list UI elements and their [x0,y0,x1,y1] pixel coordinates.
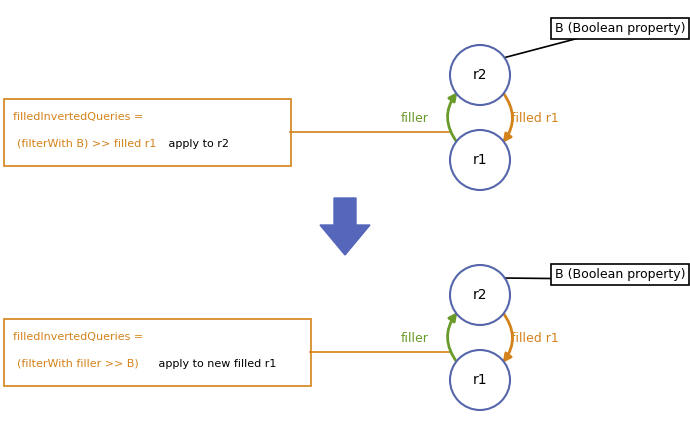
Circle shape [450,45,510,105]
Text: (filterWith B) >> filled r1: (filterWith B) >> filled r1 [17,139,157,149]
FancyArrowPatch shape [503,312,513,360]
Text: r2: r2 [473,288,487,302]
Text: apply to r2: apply to r2 [165,139,229,149]
Text: (filterWith filler >> B): (filterWith filler >> B) [17,359,139,369]
FancyArrowPatch shape [503,92,513,140]
FancyArrowPatch shape [448,95,457,143]
FancyBboxPatch shape [4,319,311,386]
FancyBboxPatch shape [4,99,291,166]
Text: filled r1: filled r1 [511,112,559,125]
Text: apply to new filled r1: apply to new filled r1 [155,359,277,369]
Text: r1: r1 [473,153,487,167]
Text: B (Boolean property): B (Boolean property) [555,22,685,35]
Text: filledInvertedQueries =: filledInvertedQueries = [13,112,144,122]
Text: B (Boolean property): B (Boolean property) [555,268,685,281]
Polygon shape [320,198,370,255]
Circle shape [450,130,510,190]
Text: filledInvertedQueries =: filledInvertedQueries = [13,332,144,342]
Circle shape [450,265,510,325]
Text: filler: filler [401,112,429,125]
Text: r2: r2 [473,68,487,82]
Text: filler: filler [401,332,429,345]
Text: filled r1: filled r1 [511,332,559,345]
Circle shape [450,350,510,410]
FancyArrowPatch shape [448,315,457,363]
Text: r1: r1 [473,373,487,387]
